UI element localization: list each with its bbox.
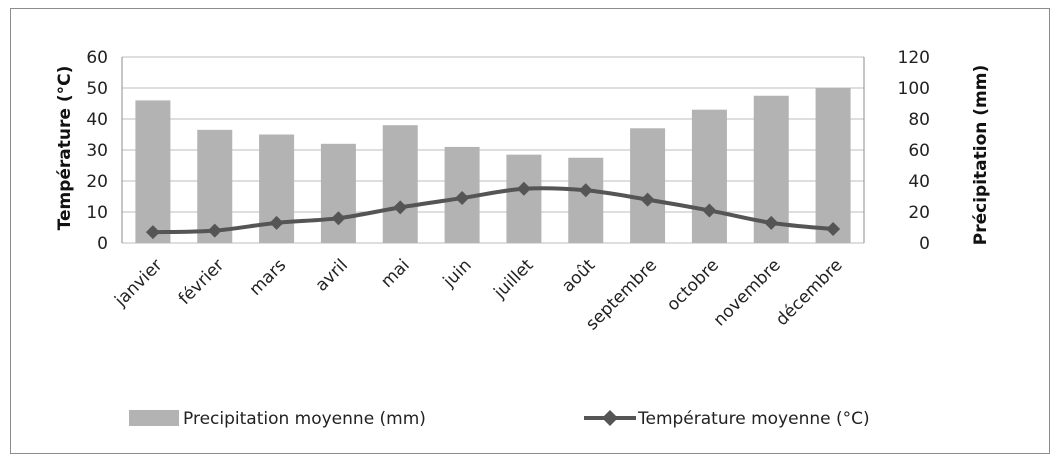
y-axis-right-title: Précipitation (mm) <box>971 65 991 246</box>
x-category-label: juillet <box>490 255 538 303</box>
x-axis-categories: janvier février mars avril mai juin juillet aoû… <box>110 255 846 334</box>
x-category-label: mars <box>246 255 291 300</box>
y-left-tick-label: 0 <box>97 234 108 254</box>
temperature-point-juin <box>455 191 470 206</box>
temperature-line <box>152 186 834 235</box>
x-category-label: mai <box>377 255 414 292</box>
legend: Precipitation moyenne (mm) Température m… <box>129 409 870 429</box>
y-left-tick-label: 30 <box>86 141 108 161</box>
y-right-tick-label: 80 <box>908 110 930 130</box>
x-category-label: août <box>558 255 599 296</box>
bar-décembre <box>815 88 851 243</box>
legend-line-label: Température moyenne (°C) <box>637 409 870 429</box>
x-category-label: avril <box>312 255 352 295</box>
y-right-tick-label: 20 <box>908 203 930 223</box>
temperature-point-décembre <box>826 222 841 237</box>
temperature-point-septembre <box>640 192 655 207</box>
temperature-point-mai <box>393 200 408 215</box>
x-category-label: février <box>175 255 229 309</box>
x-category-label: octobre <box>663 255 723 315</box>
bar-août <box>568 157 604 243</box>
temperature-point-octobre <box>702 203 717 218</box>
temperature-point-mars <box>269 215 284 230</box>
x-category-label: janvier <box>110 255 166 311</box>
x-category-label: novembre <box>710 255 785 330</box>
legend-bar-swatch <box>129 410 179 426</box>
bar-mai <box>382 125 418 243</box>
y-right-tick-label: 40 <box>908 172 930 192</box>
temperature-point-février <box>207 223 222 238</box>
temperature-point-juillet <box>516 181 531 196</box>
bar-octobre <box>691 109 727 243</box>
legend-bar-label: Precipitation moyenne (mm) <box>183 409 426 429</box>
y-left-tick-label: 50 <box>86 79 108 99</box>
temperature-point-avril <box>331 211 346 226</box>
y-left-tick-label: 10 <box>86 203 108 223</box>
y-left-tick-label: 20 <box>86 172 108 192</box>
y-axis-left: 0 10 20 30 40 50 60 <box>86 48 123 254</box>
temperature-point-janvier <box>145 225 160 240</box>
y-left-tick-label: 60 <box>86 48 108 68</box>
y-right-tick-label: 60 <box>908 141 930 161</box>
temperature-point-novembre <box>764 215 779 230</box>
legend-line-marker <box>602 410 618 426</box>
line-series <box>145 181 841 240</box>
y-axis-right: 0 20 40 60 80 100 120 <box>863 48 930 254</box>
gridlines <box>122 56 864 244</box>
y-axis-left-title: Température (°C) <box>55 66 75 231</box>
temperature-point-août <box>578 183 593 198</box>
y-right-tick-label: 100 <box>898 79 930 99</box>
bar-juillet <box>506 154 542 243</box>
bar-septembre <box>630 128 666 243</box>
bar-series <box>135 88 851 244</box>
bar-avril <box>320 143 356 243</box>
x-category-label: décembre <box>772 255 847 330</box>
y-right-tick-label: 0 <box>919 234 930 254</box>
bar-janvier <box>135 100 171 244</box>
x-category-label: juin <box>439 255 476 292</box>
y-left-tick-label: 40 <box>86 110 108 130</box>
y-right-tick-label: 120 <box>898 48 930 68</box>
